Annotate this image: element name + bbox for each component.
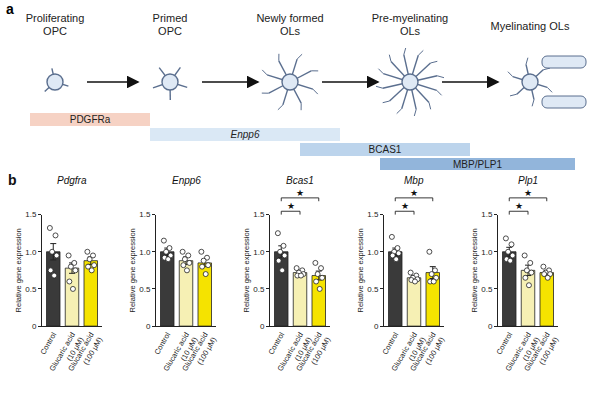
svg-text:Glucaric acid(10 μM): Glucaric acid(10 μM) [276, 330, 314, 377]
svg-text:Glucaric acid(100 μM): Glucaric acid(100 μM) [180, 330, 218, 377]
svg-text:a: a [6, 1, 14, 17]
svg-text:Glucaric acid(10 μM): Glucaric acid(10 μM) [48, 330, 86, 377]
svg-text:Mbp: Mbp [404, 175, 424, 186]
svg-text:Myelinating OLs: Myelinating OLs [491, 20, 570, 32]
svg-text:1.0: 1.0 [481, 248, 493, 257]
svg-text:★: ★ [296, 188, 304, 198]
svg-text:★: ★ [287, 201, 295, 211]
svg-text:1.0: 1.0 [139, 248, 151, 257]
svg-text:★: ★ [524, 188, 532, 198]
svg-text:Glucaric acid(100 μM): Glucaric acid(100 μM) [408, 330, 446, 377]
svg-text:PDGFRa: PDGFRa [70, 114, 111, 125]
svg-text:Glucaric acid(10 μM): Glucaric acid(10 μM) [504, 330, 542, 377]
svg-text:0: 0 [374, 322, 379, 331]
svg-text:OPC: OPC [158, 25, 182, 37]
svg-text:0.5: 0.5 [139, 285, 151, 294]
svg-text:MBP/PLP1: MBP/PLP1 [453, 159, 502, 170]
svg-text:BCAS1: BCAS1 [369, 144, 402, 155]
svg-text:1.0: 1.0 [253, 248, 265, 257]
svg-text:0.5: 0.5 [253, 285, 265, 294]
svg-text:★: ★ [515, 201, 523, 211]
svg-text:1.5: 1.5 [25, 210, 37, 219]
svg-text:1.5: 1.5 [481, 210, 493, 219]
svg-text:Glucaric acid(10 μM): Glucaric acid(10 μM) [390, 330, 428, 377]
svg-text:Relative gene expression: Relative gene expression [14, 228, 23, 312]
svg-text:Proliferating: Proliferating [26, 12, 85, 24]
svg-text:Glucaric acid(100 μM): Glucaric acid(100 μM) [66, 330, 104, 377]
svg-text:1.0: 1.0 [25, 248, 37, 257]
svg-text:0.5: 0.5 [25, 285, 37, 294]
svg-text:0: 0 [146, 322, 151, 331]
svg-text:Control: Control [380, 330, 400, 356]
svg-text:Enpp6: Enpp6 [231, 129, 260, 140]
svg-text:0: 0 [32, 322, 37, 331]
svg-text:Pdgfra: Pdgfra [57, 175, 87, 186]
svg-text:Plp1: Plp1 [518, 175, 538, 186]
svg-text:Pre-myelinating: Pre-myelinating [372, 12, 448, 24]
svg-text:0.5: 0.5 [481, 285, 493, 294]
svg-text:0: 0 [260, 322, 265, 331]
svg-text:Control: Control [494, 330, 514, 356]
svg-text:Relative gene expression: Relative gene expression [242, 228, 251, 312]
svg-text:Relative gene expression: Relative gene expression [128, 228, 137, 312]
svg-text:Glucaric acid(100 μM): Glucaric acid(100 μM) [522, 330, 560, 377]
svg-text:0.5: 0.5 [367, 285, 379, 294]
svg-text:0: 0 [488, 322, 493, 331]
svg-text:Enpp6: Enpp6 [172, 175, 201, 186]
svg-text:OPC: OPC [43, 25, 67, 37]
svg-text:Glucaric acid(100 μM): Glucaric acid(100 μM) [294, 330, 332, 377]
svg-text:b: b [8, 172, 17, 188]
svg-text:Primed: Primed [153, 12, 188, 24]
svg-text:Control: Control [38, 330, 58, 356]
svg-text:Glucaric acid(10 μM): Glucaric acid(10 μM) [162, 330, 200, 377]
svg-text:Newly formed: Newly formed [256, 12, 323, 24]
svg-text:1.0: 1.0 [367, 248, 379, 257]
svg-text:Control: Control [152, 330, 172, 356]
svg-text:★: ★ [410, 188, 418, 198]
svg-text:1.5: 1.5 [139, 210, 151, 219]
svg-text:Relative gene expression: Relative gene expression [356, 228, 365, 312]
svg-text:Control: Control [266, 330, 286, 356]
svg-text:OLs: OLs [400, 25, 421, 37]
svg-text:OLs: OLs [280, 25, 301, 37]
svg-text:★: ★ [401, 201, 409, 211]
svg-text:1.5: 1.5 [253, 210, 265, 219]
svg-text:Relative gene expression: Relative gene expression [470, 228, 479, 312]
svg-text:1.5: 1.5 [367, 210, 379, 219]
svg-text:Bcas1: Bcas1 [286, 175, 314, 186]
